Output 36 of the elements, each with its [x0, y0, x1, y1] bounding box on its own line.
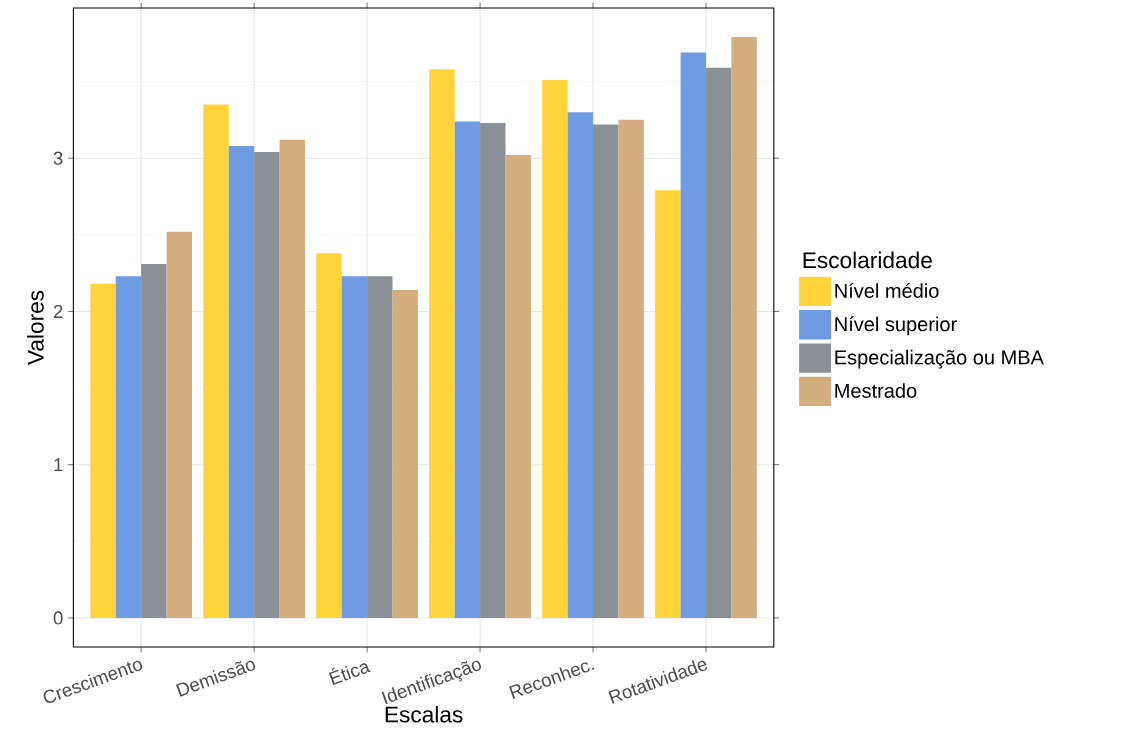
- legend-label: Especialização ou MBA: [835, 349, 1044, 369]
- bar: [505, 155, 531, 619]
- bar: [706, 67, 732, 619]
- bar: [367, 276, 393, 619]
- bar: [454, 121, 481, 619]
- bar: [542, 80, 568, 619]
- bar: [618, 119, 644, 619]
- bar: [316, 253, 342, 619]
- x-axis-title: Escalas: [385, 706, 463, 723]
- bar: [567, 112, 594, 619]
- bar: [480, 123, 506, 619]
- bar: [593, 124, 619, 619]
- bar: [341, 276, 368, 619]
- bar: [115, 276, 142, 619]
- y-tick-label: 3: [53, 151, 63, 165]
- bar: [279, 139, 305, 619]
- bar: [90, 283, 116, 619]
- bar: [731, 37, 757, 619]
- bar: [655, 190, 681, 619]
- y-tick-label: 2: [53, 305, 63, 319]
- bar: [203, 104, 229, 619]
- x-tick-label: Ética: [328, 663, 371, 686]
- bar: [228, 146, 255, 619]
- legend-label: Nível superior: [835, 316, 957, 336]
- legend-label: Nível médio: [835, 283, 939, 299]
- bar: [680, 52, 707, 619]
- y-axis-title: Valores: [27, 290, 44, 366]
- bar: [392, 290, 418, 619]
- y-tick-label: 1: [54, 458, 63, 472]
- legend-label: Mestrado: [835, 383, 917, 398]
- y-tick-label: 0: [53, 611, 63, 625]
- bar: [141, 264, 167, 619]
- legend-title: Escolaridade: [803, 251, 932, 269]
- bar: [166, 231, 192, 619]
- bar: [429, 69, 455, 619]
- bar: [254, 152, 280, 619]
